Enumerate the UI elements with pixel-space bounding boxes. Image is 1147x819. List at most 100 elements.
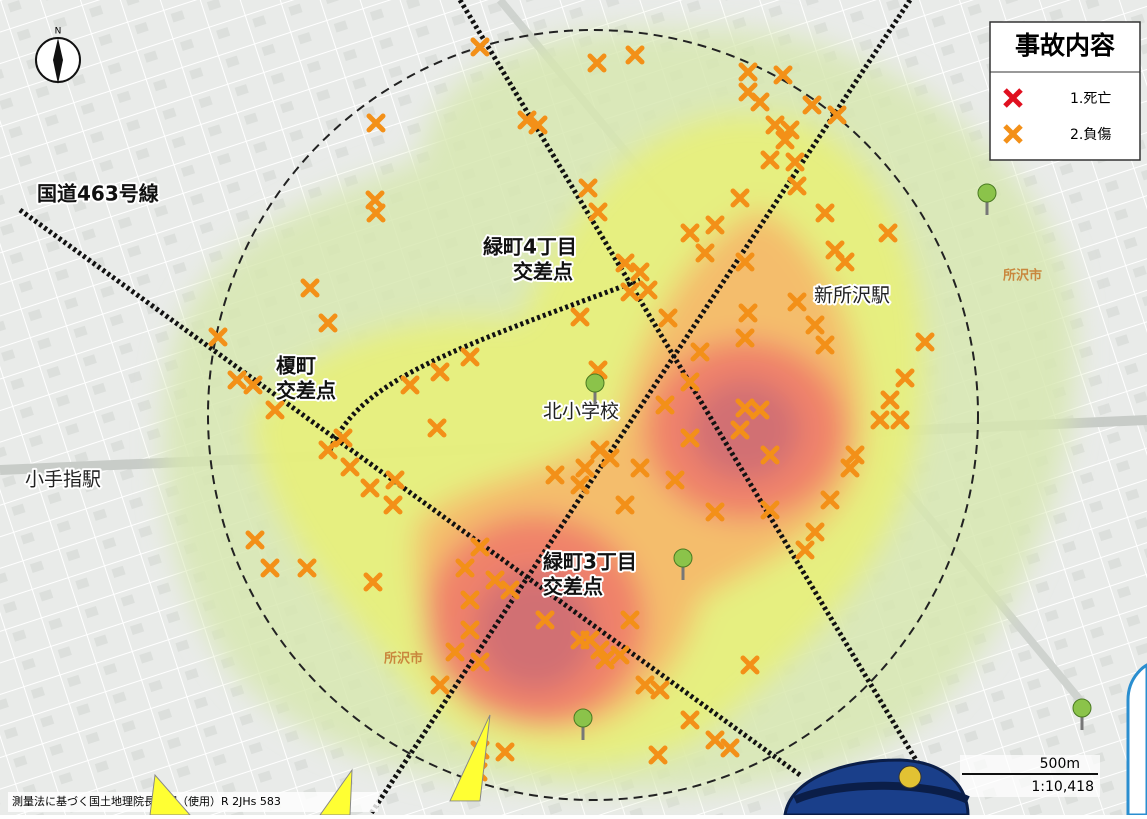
- accident-marker: [805, 315, 825, 335]
- credit: 測量法に基づく国土地理院長承認（使用）R 2JHs 583: [12, 794, 281, 808]
- accident-marker: [735, 252, 755, 272]
- accident-marker: [460, 620, 480, 640]
- accident-marker: [300, 278, 320, 298]
- accident-marker: [630, 262, 650, 282]
- accident-marker: [890, 410, 910, 430]
- accident-marker: [340, 457, 360, 477]
- accident-marker: [460, 347, 480, 367]
- accident-marker: [735, 328, 755, 348]
- accident-marker: [243, 375, 263, 395]
- accident-marker: [720, 738, 740, 758]
- accident-marker: [495, 742, 515, 762]
- accident-marker: [775, 130, 795, 150]
- svg-text:N: N: [55, 27, 62, 37]
- accident-marker: [695, 243, 715, 263]
- accident-marker: [615, 495, 635, 515]
- accident-marker: [760, 500, 780, 520]
- accident-marker: [460, 590, 480, 610]
- accident-marker: [610, 645, 630, 665]
- accident-marker: [545, 465, 565, 485]
- accident-marker: [680, 428, 700, 448]
- accident-marker: [517, 110, 537, 130]
- accident-marker: [730, 188, 750, 208]
- accident-marker: [595, 650, 615, 670]
- accident-marker: [785, 152, 805, 172]
- accident-marker: [827, 105, 847, 125]
- accident-marker: [620, 610, 640, 630]
- place-label: 北小学校: [543, 401, 619, 423]
- accident-marker: [578, 178, 598, 198]
- accident-marker: [820, 490, 840, 510]
- accident-marker: [485, 570, 505, 590]
- accident-marker: [400, 375, 420, 395]
- accident-marker: [575, 458, 595, 478]
- accident-marker: [878, 223, 898, 243]
- accident-marker: [805, 522, 825, 542]
- legend: 事故内容 1.死亡 2.負傷: [989, 21, 1141, 161]
- accident-marker: [680, 223, 700, 243]
- accident-marker: [625, 45, 645, 65]
- accident-marker: [880, 390, 900, 410]
- radius-circle: [207, 29, 979, 801]
- accident-marker: [470, 652, 490, 672]
- side-panel: [1126, 663, 1147, 817]
- accident-marker: [245, 530, 265, 550]
- intersection-label: 緑町3丁目: [543, 550, 637, 574]
- legend-title: 事故内容: [1015, 31, 1115, 60]
- accident-marker: [705, 502, 725, 522]
- accident-marker: [570, 307, 590, 327]
- accident-marker: [430, 675, 450, 695]
- accident-marker: [655, 395, 675, 415]
- accident-marker: [658, 308, 678, 328]
- accident-marker: [787, 176, 807, 196]
- accident-marker: [260, 558, 280, 578]
- accident-marker: [773, 65, 793, 85]
- accident-marker: [333, 428, 353, 448]
- accident-marker: [750, 400, 770, 420]
- accident-marker: [638, 280, 658, 300]
- scale-distance: 500m: [1040, 756, 1080, 772]
- accident-marker: [780, 120, 800, 140]
- legend-item: 2.負傷: [1070, 127, 1111, 143]
- accident-marker: [445, 642, 465, 662]
- accident-marker: [366, 203, 386, 223]
- accident-marker: [580, 630, 600, 650]
- intersection-label: 交差点: [513, 260, 573, 284]
- accident-marker: [735, 398, 755, 418]
- accident-marker: [870, 410, 890, 430]
- accident-marker: [635, 675, 655, 695]
- accident-marker: [360, 478, 380, 498]
- legend-item: 1.死亡: [1070, 91, 1111, 107]
- accident-marker: [760, 150, 780, 170]
- accident-marker: [528, 115, 548, 135]
- intersection-label: 交差点: [276, 379, 336, 403]
- accident-marker: [600, 448, 620, 468]
- accident-marker: [427, 418, 447, 438]
- accident-marker: [665, 470, 685, 490]
- accident-marker: [802, 95, 822, 115]
- north-arrow: N: [35, 27, 81, 84]
- station-label: 新所沢駅: [814, 285, 890, 307]
- accident-marker: [845, 445, 865, 465]
- roads: [18, 0, 943, 817]
- accident-marker: [620, 282, 640, 302]
- police-cap: [783, 758, 970, 817]
- accident-marker: [470, 37, 490, 57]
- city-label: 所沢市: [1003, 268, 1042, 284]
- accident-marker: [690, 342, 710, 362]
- accident-marker: [570, 475, 590, 495]
- accident-marker: [705, 215, 725, 235]
- intersection-label: 榎町: [276, 354, 316, 378]
- accident-marker: [500, 580, 520, 600]
- road-label: 国道463号線: [37, 182, 159, 206]
- accident-marker: [208, 327, 228, 347]
- intersection-label: 緑町4丁目: [483, 235, 577, 259]
- accident-marker: [297, 558, 317, 578]
- pins: [573, 183, 1092, 740]
- intersection-label: 交差点: [543, 575, 603, 599]
- accident-marker: [430, 362, 450, 382]
- accident-marker: [383, 495, 403, 515]
- accident-marker: [680, 710, 700, 730]
- accident-marker: [318, 440, 338, 460]
